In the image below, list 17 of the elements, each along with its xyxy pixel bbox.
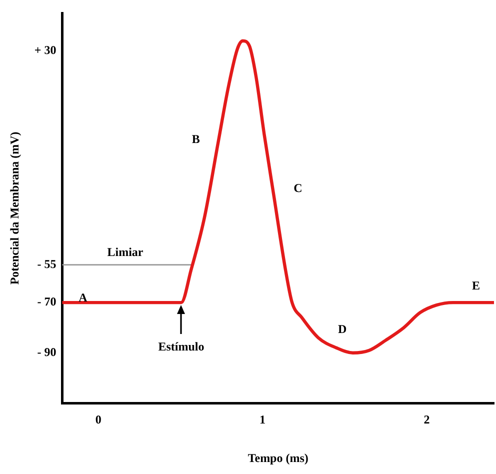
y-tick-label: - 90	[37, 344, 56, 359]
x-tick-label: 2	[424, 412, 430, 426]
y-tick-label: - 70	[37, 294, 56, 309]
ref-line-label: Limiar	[107, 244, 144, 259]
y-axis-title: Potencial da Membrana (mV)	[7, 132, 22, 285]
line-series	[62, 39, 494, 354]
annotation: D	[338, 322, 348, 336]
annotation: E	[472, 278, 480, 293]
x-tick-label: 1	[260, 412, 266, 426]
annotation: B	[192, 132, 200, 146]
y-tick-label: + 30	[34, 43, 56, 58]
annotation: A	[78, 290, 88, 305]
x-tick-label: 0	[95, 412, 102, 426]
annotation: C	[294, 180, 302, 195]
y-tick-label: - 55	[37, 256, 56, 271]
annotation: Estímulo	[158, 340, 204, 354]
x-axis-title: Tempo (ms)	[248, 450, 308, 465]
